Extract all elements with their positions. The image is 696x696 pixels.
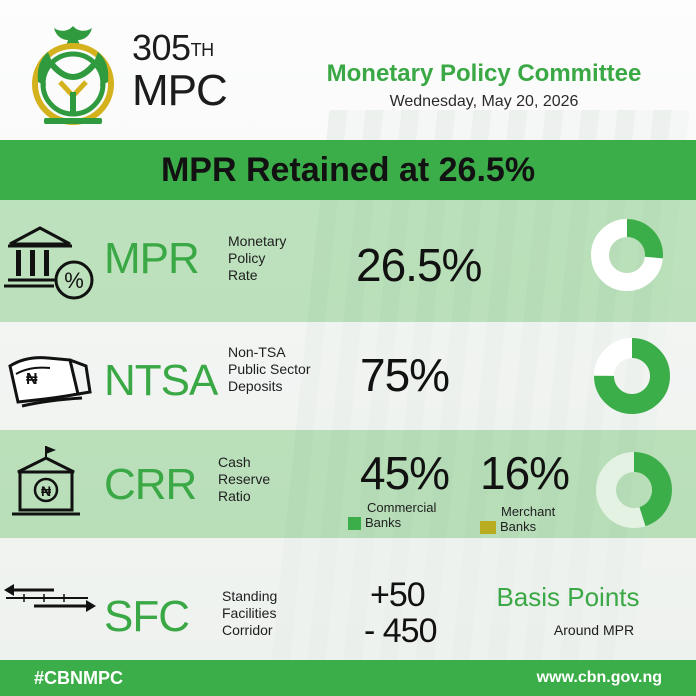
crr-row: ₦ CRR Cash Reserve Ratio 45% 16% Commerc… (0, 430, 696, 538)
merchant-swatch (480, 521, 496, 535)
commercial-banks-legend: Commercial Banks (348, 500, 436, 531)
sfc-unit: Basis Points (496, 582, 640, 612)
mpc-label: MPC (132, 66, 228, 115)
crr-code: CRR (104, 460, 197, 509)
cbn-eagle-crest-icon (32, 26, 114, 125)
crr-donut-chart (596, 452, 672, 528)
sfc-lower-value: - 450 (364, 612, 437, 650)
crr-commercial-value: 45% (360, 447, 450, 499)
sfc-code: SFC (104, 592, 190, 641)
mpr-description: Monetary Policy Rate (228, 233, 287, 283)
naira-banknotes-icon: ₦ (8, 356, 92, 408)
mpr-row: % MPR Monetary Policy Rate 26.5% (0, 200, 696, 322)
ntsa-donut-chart (594, 338, 670, 414)
sfc-unit-sub: Around MPR (553, 622, 635, 638)
meeting-date: Wednesday, May 20, 2026 (389, 93, 579, 110)
sfc-description: Standing Facilities Corridor (222, 588, 278, 638)
sfc-row: SFC Standing Facilities Corridor +50 - 4… (0, 538, 696, 660)
svg-text:%: % (64, 268, 84, 293)
ntsa-code: NTSA (104, 356, 218, 405)
naira-bank-building-icon: ₦ (12, 446, 80, 516)
footer-bar: #CBNMPC www.cbn.gov.ng (0, 660, 696, 696)
committee-title: Monetary Policy Committee (326, 60, 642, 87)
ntsa-donut-arc (594, 338, 670, 414)
mpc-number-suffix: TH (190, 40, 215, 60)
headline-banner: MPR Retained at 26.5% (0, 140, 696, 200)
mpr-value: 26.5% (356, 239, 482, 291)
svg-text:₦: ₦ (41, 483, 51, 499)
headline-title: MPR Retained at 26.5% (160, 151, 536, 189)
mpr-code: MPR (104, 234, 200, 283)
sfc-upper-value: +50 (370, 576, 426, 614)
ntsa-row: ₦ NTSA Non-TSA Public Sector Deposits 75… (0, 322, 696, 430)
merchant-banks-legend: Merchant Banks (480, 504, 555, 535)
crr-commercial-arc (596, 452, 672, 528)
mpr-donut-arc (591, 219, 663, 291)
corridor-arrows-icon (4, 584, 96, 612)
crr-merchant-value: 16% (480, 447, 570, 499)
ntsa-description: Non-TSA Public Sector Deposits (228, 344, 311, 394)
ntsa-value: 75% (360, 349, 450, 401)
bank-percent-icon: % (4, 226, 94, 300)
svg-text:₦: ₦ (26, 371, 38, 388)
crr-description: Cash Reserve Ratio (218, 454, 271, 504)
hashtag[interactable]: #CBNMPC (34, 668, 124, 688)
mpc-number: 305TH (132, 27, 215, 68)
commercial-swatch (348, 517, 361, 531)
mpr-donut-chart (591, 219, 663, 291)
website-link[interactable]: www.cbn.gov.ng (536, 669, 662, 686)
header: 305TH MPC Monetary Policy Committee Wedn… (0, 0, 696, 140)
